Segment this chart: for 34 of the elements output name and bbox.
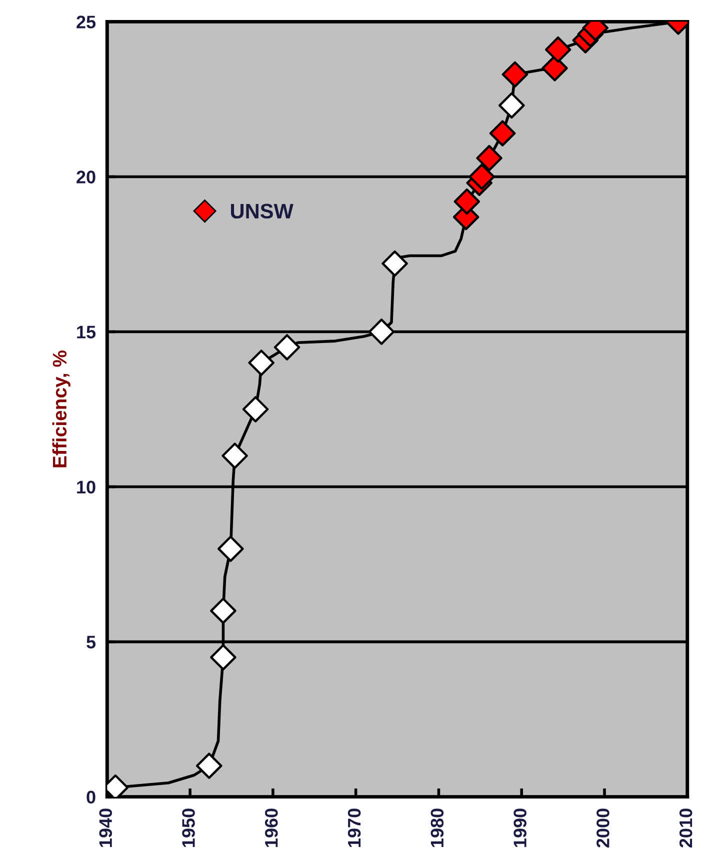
point bbox=[544, 36, 572, 63]
x-tick-label: 1940 bbox=[99, 808, 112, 847]
x-tick-label: 1960 bbox=[264, 808, 278, 847]
y-tick-label: 0 bbox=[86, 790, 96, 804]
point bbox=[542, 55, 568, 82]
legend-label: UNSW bbox=[231, 204, 294, 219]
x-tick-label: 1970 bbox=[348, 808, 361, 847]
point bbox=[222, 442, 248, 469]
point bbox=[468, 164, 495, 190]
x-tick-label: 2000 bbox=[596, 808, 610, 848]
x-tick-label: 2010 bbox=[679, 808, 692, 848]
y-axis-title: Efficiency, % bbox=[52, 350, 70, 468]
y-tick-label: 25 bbox=[76, 16, 96, 28]
x-tick-label: 1980 bbox=[430, 808, 444, 847]
point bbox=[368, 318, 395, 345]
point bbox=[489, 120, 516, 146]
point bbox=[454, 188, 480, 215]
point bbox=[498, 92, 525, 119]
point bbox=[218, 536, 244, 562]
point bbox=[242, 396, 269, 422]
point bbox=[476, 144, 502, 172]
point bbox=[382, 250, 408, 277]
point bbox=[196, 752, 222, 779]
point bbox=[210, 598, 236, 624]
y-tick-label: 20 bbox=[76, 170, 96, 184]
y-tick-label: 10 bbox=[77, 480, 96, 494]
x-tick-label: 1950 bbox=[182, 808, 195, 847]
y-tick-label: 15 bbox=[77, 326, 96, 338]
point bbox=[274, 334, 300, 360]
point bbox=[248, 350, 274, 376]
y-tick-label: 5 bbox=[86, 636, 96, 649]
point bbox=[502, 61, 528, 88]
x-tick-label: 1990 bbox=[514, 808, 526, 847]
point bbox=[210, 644, 236, 670]
